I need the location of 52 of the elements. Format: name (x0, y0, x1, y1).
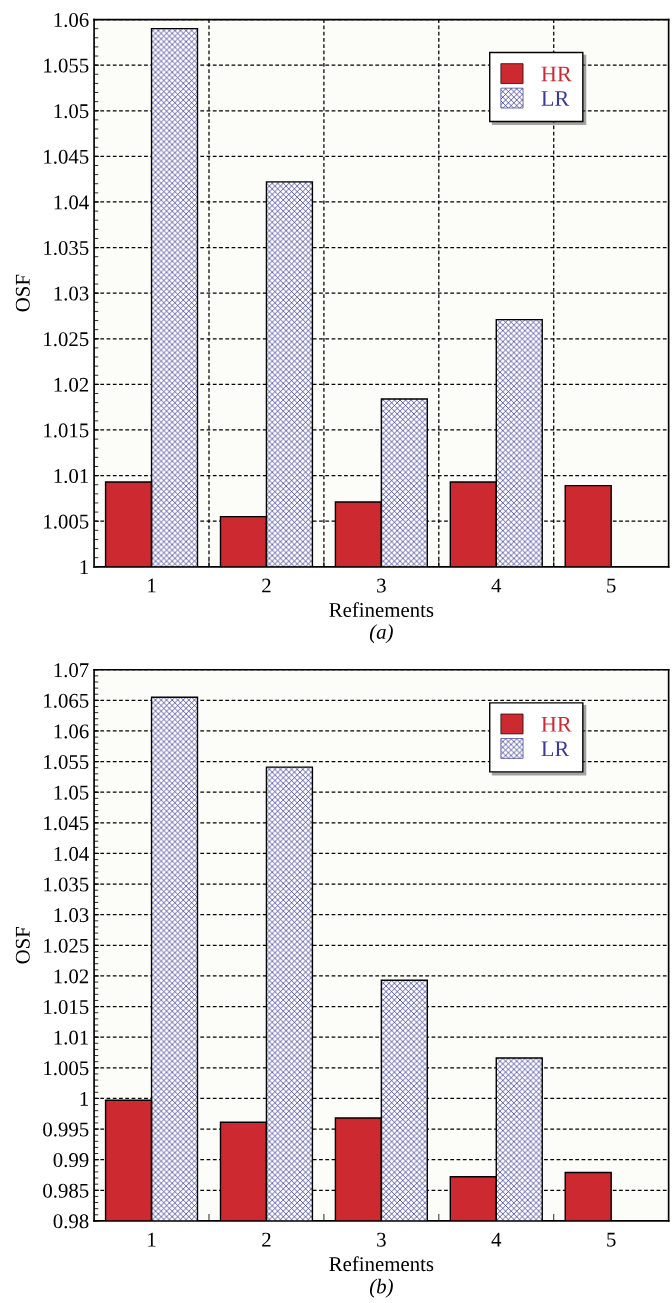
y-tick-label: 1.03 (54, 286, 89, 301)
y-tick-label: 1.02 (54, 377, 89, 392)
y-tick-label: 1.025 (44, 332, 89, 347)
y-tick-label: 1.015 (44, 999, 89, 1015)
y-tick-label: 1.02 (54, 969, 89, 984)
legend-label: HR (541, 66, 572, 82)
x-tick-label: 4 (491, 578, 502, 593)
y-tick-label: 1.05 (54, 104, 89, 119)
x-axis-title: Refinements (329, 602, 434, 618)
y-tick-label: 1 (80, 560, 88, 575)
text: (a) (369, 624, 393, 644)
y-axis-title: OSF (15, 926, 30, 964)
y-tick-label: 1.015 (44, 423, 89, 438)
y-tick-label: 1.045 (44, 816, 89, 831)
y-tick-label: 1.01 (54, 468, 88, 484)
x-tick-label: 3 (377, 1232, 386, 1247)
x-tick-label: 3 (377, 578, 386, 593)
y-tick-label: 0.98 (53, 1214, 89, 1229)
y-tick-label: 0.99 (53, 1153, 89, 1168)
legend-label: LR (541, 741, 570, 757)
y-axis-title: OSF (15, 274, 30, 312)
x-tick-label: 1 (148, 1232, 156, 1247)
x-tick-label: 2 (262, 578, 271, 593)
legend-label: HR (541, 717, 572, 732)
y-tick-label: 1.025 (44, 938, 89, 953)
y-tick-label: 0.985 (43, 1183, 89, 1198)
y-tick-label: 1.005 (44, 1061, 89, 1076)
x-tick-label: 2 (262, 1232, 271, 1247)
y-tick-label: 1.035 (44, 877, 89, 892)
y-tick-label: 1.06 (54, 724, 89, 739)
x-tick-label: 5 (607, 1232, 616, 1247)
legend-label: LR (541, 91, 570, 106)
y-tick-label: 1 (80, 1091, 88, 1106)
y-tick-label: 1.07 (54, 663, 89, 678)
x-tick-label: 4 (491, 1232, 502, 1247)
x-tick-label: 5 (607, 578, 616, 593)
y-tick-label: 1.055 (44, 58, 89, 73)
y-tick-label: 1.035 (44, 240, 89, 256)
y-tick-label: 1.01 (54, 1030, 88, 1045)
y-tick-label: 1.065 (44, 693, 89, 708)
text: (b) (369, 1278, 393, 1298)
y-tick-label: 1.04 (54, 846, 89, 861)
x-axis-title: Refinements (329, 1256, 434, 1272)
y-tick-label: 1.06 (54, 12, 89, 28)
y-tick-label: 1.005 (44, 514, 89, 529)
x-tick-label: 1 (148, 578, 156, 593)
y-tick-label: 1.03 (54, 908, 89, 923)
y-tick-label: 1.045 (44, 149, 89, 164)
y-tick-label: 1.055 (44, 754, 89, 770)
y-tick-label: 1.04 (54, 195, 89, 210)
y-tick-label: 1.05 (54, 785, 89, 800)
y-tick-label: 0.995 (43, 1122, 89, 1137)
